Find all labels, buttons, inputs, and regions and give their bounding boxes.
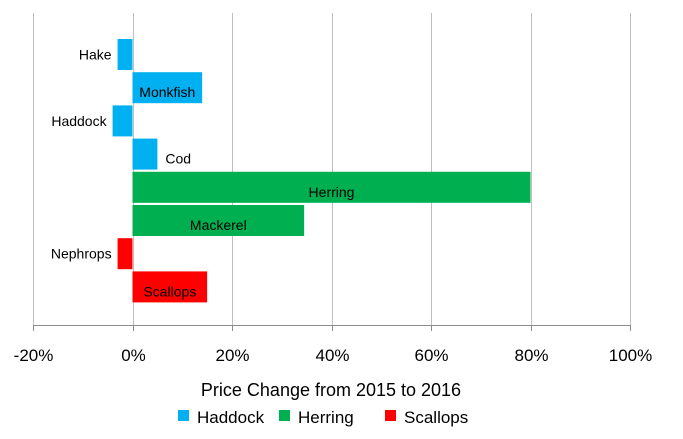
x-tick-label: 20%	[215, 346, 249, 365]
x-axis-title: Price Change from 2015 to 2016	[201, 380, 461, 400]
bar-scallops	[132, 271, 208, 303]
x-tick-label: -20%	[14, 346, 54, 365]
legend-swatch-scallops	[385, 410, 396, 421]
bar-label-cod: Cod	[165, 151, 191, 167]
x-tick-label: 100%	[609, 346, 652, 365]
bar-label-hake: Hake	[79, 47, 112, 63]
bar-label-nephrops: Nephrops	[51, 246, 112, 262]
bar-cod	[132, 138, 158, 170]
legend-label-herring: Herring	[298, 408, 354, 427]
bar-mackerel	[132, 205, 305, 236]
bar-haddock	[112, 105, 133, 137]
legend: Haddock Herring Scallops	[178, 408, 468, 427]
bar-label-scallops: Scallops	[143, 283, 196, 299]
bar-label-monkfish: Monkfish	[139, 84, 195, 100]
legend-label-scallops: Scallops	[404, 408, 468, 427]
legend-swatch-herring	[279, 410, 290, 421]
bar-hake	[117, 39, 133, 70]
bar-label-haddock: Haddock	[51, 113, 107, 129]
bar-monkfish	[132, 72, 203, 104]
bar-label-herring: Herring	[309, 184, 355, 200]
x-tick-label: 60%	[414, 346, 448, 365]
x-axis: -20% 0% 20% 40% 60% 80% 100%	[14, 325, 652, 365]
gridlines	[33, 13, 631, 325]
x-tick-label: 0%	[121, 346, 146, 365]
x-tick-label: 40%	[315, 346, 349, 365]
legend-swatch-haddock	[178, 410, 189, 421]
bars	[112, 39, 531, 303]
bar-nephrops	[117, 238, 133, 270]
legend-label-haddock: Haddock	[197, 408, 265, 427]
x-tick-label: 80%	[514, 346, 548, 365]
bar-herring	[132, 171, 531, 203]
bar-labels: Hake Monkfish Haddock Cod Herring Mackerel Nep…	[51, 47, 355, 300]
bar-label-mackerel: Mackerel	[190, 217, 247, 233]
